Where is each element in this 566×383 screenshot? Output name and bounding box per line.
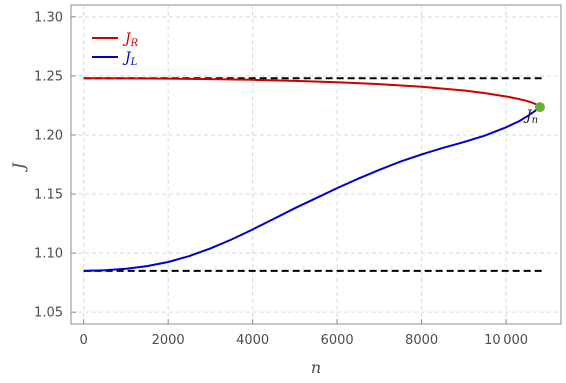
legend: JR JL <box>92 31 139 68</box>
x-tick-label: 10 000 <box>484 333 528 348</box>
point-annotation-label: Jn <box>523 108 538 126</box>
y-tick-label: 1.25 <box>34 69 63 84</box>
series-line-j-r <box>83 77 541 108</box>
jn-point-marker <box>534 102 545 113</box>
point-layer <box>534 102 545 113</box>
legend-label-jl: JL <box>122 50 138 68</box>
x-tick-label: 2000 <box>152 333 185 348</box>
series-line-j-l <box>83 106 541 272</box>
y-tick-label: 1.20 <box>34 128 63 143</box>
legend-label-jr: JR <box>122 31 139 49</box>
x-tick-label: 6000 <box>321 333 354 348</box>
y-tick-label: 1.30 <box>34 10 63 25</box>
grid <box>71 5 561 324</box>
y-axis-label: J <box>9 161 28 172</box>
x-tick-label: 0 <box>80 333 88 348</box>
y-tick-label: 1.15 <box>34 188 63 203</box>
y-tick-label: 1.05 <box>34 306 63 321</box>
y-tick-label: 1.10 <box>34 247 63 262</box>
x-tick-label: 4000 <box>236 333 269 348</box>
y-ticks: 1.05 1.10 1.15 1.20 1.25 1.30 <box>34 10 76 321</box>
x-tick-label: 8000 <box>405 333 438 348</box>
x-ticks: 0 2000 4000 6000 8000 10 000 <box>80 319 528 348</box>
plot-frame <box>70 4 562 325</box>
x-axis-label: n <box>311 358 321 377</box>
reference-lines <box>83 77 545 272</box>
series-layer <box>83 77 541 272</box>
